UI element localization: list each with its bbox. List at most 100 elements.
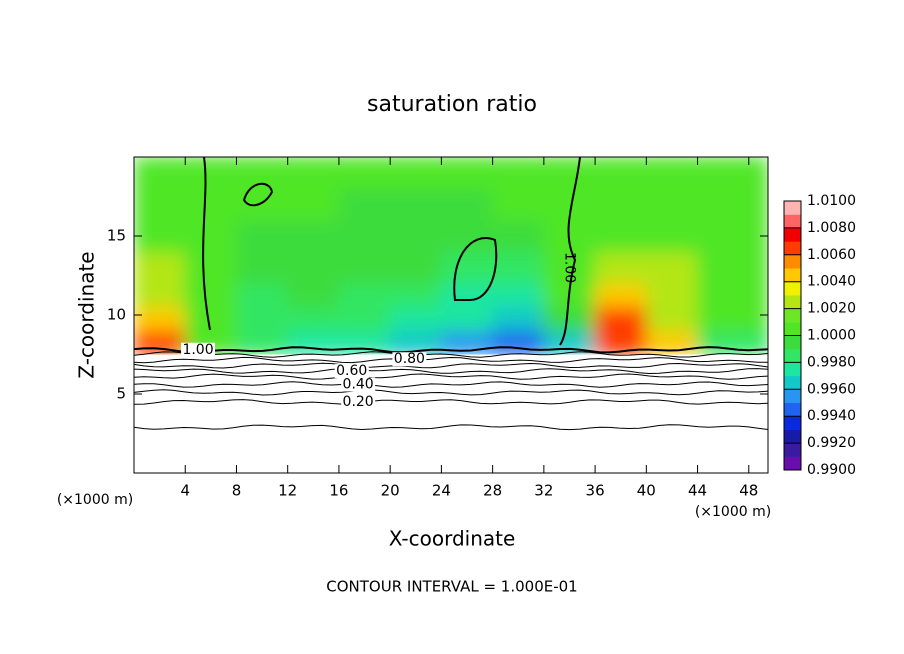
field-cell [184, 282, 237, 308]
field-cell [134, 188, 186, 221]
field-cell [389, 188, 442, 221]
field-cell [338, 306, 391, 332]
field-cell [338, 251, 391, 284]
field-cell [594, 306, 647, 332]
x-tick-label: 40 [637, 482, 656, 500]
colorbar-label: 1.0080 [807, 220, 856, 236]
field-cell [440, 251, 494, 284]
field-cell [287, 330, 340, 355]
contour-line [133, 356, 768, 364]
colorbar-swatch [784, 295, 801, 309]
field-cell [440, 282, 494, 308]
colorbar-swatch [784, 443, 801, 457]
contour-line [133, 381, 769, 388]
contour-line [133, 362, 769, 369]
field-cell [338, 219, 391, 253]
field-cell [594, 188, 647, 221]
colorbar-swatch [784, 227, 801, 242]
colorbar-swatch [784, 362, 801, 377]
colorbar-label: 0.9960 [807, 381, 856, 397]
colorbar-swatch [784, 375, 801, 390]
field-cell [134, 282, 186, 308]
field-cell [235, 219, 289, 253]
axes: 4 8 12 16 20 24 28 32 36 40 44 48510150.99000.99200… [107, 156, 856, 500]
field-cell [645, 282, 699, 308]
field-cell [287, 219, 340, 253]
x-tick-label: 20 [381, 482, 400, 500]
contour-line [133, 424, 769, 431]
contour-label: 1.00 [182, 342, 213, 358]
field-cell [287, 188, 340, 221]
field-cell [389, 157, 442, 190]
colorbar-swatch [784, 281, 801, 296]
contour-label-bg [341, 394, 376, 409]
colorbar-swatch [784, 429, 801, 444]
field-cell [645, 219, 699, 253]
colorbar-swatch [784, 214, 801, 229]
colorbar-swatch [784, 322, 801, 336]
below-cloud [134, 354, 768, 473]
contour-line [133, 389, 769, 396]
contour-outline [453, 237, 498, 301]
colorbar-swatch [784, 348, 801, 363]
y-axis-label: Z-coordinate [75, 251, 99, 378]
contour-label-bg [392, 352, 427, 367]
field-cell [594, 282, 647, 308]
colorbar-label: 1.0020 [807, 301, 856, 317]
field-cell [492, 251, 545, 284]
y-tick-label: 5 [116, 385, 126, 403]
field-cell [492, 188, 545, 221]
field-cell [543, 251, 596, 284]
field-area [134, 157, 768, 355]
field-cell [492, 282, 545, 308]
field-cell [697, 219, 768, 253]
x-tick-label: 44 [688, 482, 707, 500]
chart-title: saturation ratio [367, 92, 537, 117]
field-cell [645, 157, 699, 190]
field-cell [543, 157, 596, 190]
contour-label-bg [341, 377, 376, 392]
y-tick-label: 10 [107, 306, 126, 324]
contour-label: 0.20 [343, 394, 374, 410]
colorbar-label: 0.9920 [807, 435, 856, 451]
field-cell [134, 219, 186, 253]
field-cell [184, 219, 237, 253]
colorbar-label: 1.0040 [807, 274, 856, 290]
field-cell [338, 157, 391, 190]
field-cell [697, 251, 768, 284]
contour-line [133, 399, 769, 405]
field-cell [645, 306, 699, 332]
field-cell [287, 157, 340, 190]
contour-outline [242, 182, 274, 207]
field-cell [389, 282, 442, 308]
field-cell [338, 282, 391, 308]
field-cell [697, 330, 768, 355]
field-cell [184, 157, 237, 190]
colorbar-swatch [784, 402, 801, 417]
contour-label: 0.60 [336, 363, 367, 379]
field-cell [389, 306, 442, 332]
field-cell [697, 282, 768, 308]
colorbar-label: 1.0100 [807, 193, 856, 209]
x-tick-label: 12 [278, 482, 297, 500]
contour-note: CONTOUR INTERVAL = 1.000E-01 [326, 578, 577, 596]
contour-outline [559, 156, 581, 346]
contour-label-bg [181, 342, 216, 357]
field-cell [184, 306, 237, 332]
x-axis-label: X-coordinate [389, 527, 516, 551]
colorbar-swatch [784, 335, 801, 350]
field-cell [338, 188, 391, 221]
field-cell [645, 251, 699, 284]
field-cell [134, 306, 186, 332]
y-unit-label: (×1000 m) [57, 492, 133, 508]
colorbar-label: 0.9980 [807, 354, 856, 370]
field-cell [594, 157, 647, 190]
field-cell [543, 306, 596, 332]
contour-label: 0.40 [343, 377, 374, 393]
contour-line [133, 373, 769, 380]
x-tick-label: 24 [432, 482, 451, 500]
field-cell [389, 251, 442, 284]
contour-label: 0.80 [394, 351, 425, 367]
field [134, 157, 768, 355]
field-cell [440, 188, 494, 221]
